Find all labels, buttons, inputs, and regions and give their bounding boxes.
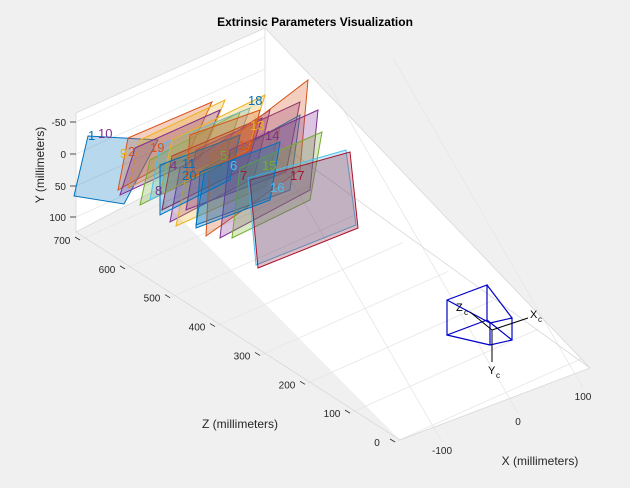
z-tick-label: 400 — [189, 323, 206, 334]
plane-label-12: 12 — [238, 138, 252, 153]
plane-label-19: 19 — [150, 140, 164, 155]
axis-ticks: 0 100 200 300 400 500 600 700 -100 0 100 -50 0 50 100 — [49, 118, 591, 457]
z-tick-mark — [389, 438, 396, 443]
z-tick-mark — [209, 323, 216, 327]
z-tick-label: 600 — [99, 265, 116, 276]
plane-20 — [195, 141, 281, 229]
camera-axis-subscript: c — [538, 315, 542, 324]
z-tick-label: 100 — [324, 409, 341, 420]
plane-14 — [219, 109, 319, 239]
plane-label-6: 6 — [230, 158, 237, 173]
x-gridline — [327, 82, 519, 414]
plane-19 — [185, 109, 261, 181]
plane-label-14: 14 — [265, 128, 279, 143]
z-tick-label: 200 — [279, 380, 296, 391]
z-gridline — [349, 328, 539, 414]
z-tick-mark — [344, 409, 351, 414]
plane-4 — [119, 109, 221, 196]
x-tick-label: 100 — [575, 392, 592, 403]
plane-label-15: 15 — [262, 158, 276, 173]
x-gridline — [251, 111, 443, 443]
z-gridline — [259, 271, 449, 356]
x-axis-label: X (millimeters) — [502, 454, 579, 468]
plane-17 — [249, 151, 359, 269]
z-gridline — [169, 213, 359, 299]
y-gridline — [75, 131, 266, 218]
gridlines — [75, 36, 584, 443]
plane-label-5: 5 — [220, 148, 227, 163]
camera-z-axis — [469, 311, 493, 331]
z-gridline — [214, 242, 404, 327]
plane-16 — [247, 149, 357, 266]
box-edges — [75, 27, 591, 441]
plane-label-2: 2 — [128, 144, 135, 159]
box-outline — [75, 27, 591, 441]
y-gridline — [75, 36, 266, 123]
y-axis-label: Y (millimeters) — [33, 127, 47, 203]
camera-edge — [486, 319, 513, 341]
y-tick-label: 0 — [60, 150, 66, 161]
x-tick-label: -100 — [432, 446, 452, 457]
plane-label-4: 4 — [170, 158, 177, 173]
z-tick-mark — [254, 352, 261, 356]
plot-back-wall-left — [76, 28, 265, 232]
y-tick-label: 50 — [55, 182, 67, 193]
plane-label-1: 1 — [88, 128, 95, 143]
camera-x-axis — [491, 317, 529, 331]
camera-edge — [446, 334, 491, 346]
z-tick-label: 500 — [144, 294, 161, 305]
z-tick-label: 0 — [374, 438, 380, 449]
z-tick-mark — [74, 236, 81, 241]
plane-label-7: 7 — [240, 168, 247, 183]
plane-label-3: 3 — [120, 146, 127, 161]
x-gridline — [392, 57, 584, 389]
plane-3 — [127, 99, 226, 189]
camera-axis-label-y: Y — [488, 365, 496, 377]
plane-label-16: 16 — [270, 180, 284, 195]
plane-label-11: 11 — [182, 156, 196, 171]
z-tick-mark — [164, 294, 171, 299]
camera-axis-label-z: Z — [456, 302, 463, 314]
plane-label-18: 18 — [248, 93, 262, 108]
plane-label-10: 10 — [98, 126, 112, 141]
plane-label-8: 8 — [155, 183, 162, 198]
plane-15 — [231, 131, 323, 239]
plane-12 — [205, 78, 309, 237]
y-gridline — [75, 68, 266, 155]
z-axis-label: Z (millimeters) — [202, 417, 278, 431]
chart-title: Extrinsic Parameters Visualization — [217, 15, 413, 29]
camera-axis-subscript: c — [496, 371, 500, 380]
plane-label-13: 13 — [250, 118, 264, 133]
calibration-planes — [73, 78, 359, 269]
x-tick-label: 0 — [515, 417, 521, 428]
plane-label-20: 20 — [182, 168, 196, 183]
plane-label-17: 17 — [290, 168, 304, 183]
z-tick-label: 300 — [234, 351, 251, 362]
z-tick-mark — [119, 265, 126, 270]
camera-axis-label-x: X — [530, 309, 538, 321]
camera-edge — [446, 299, 491, 324]
box-floor-edge-left — [75, 132, 266, 233]
z-gridline — [304, 299, 494, 385]
y-tick-label: -50 — [52, 118, 67, 129]
z-tick-mark — [299, 380, 306, 385]
y-tick-label: 100 — [49, 213, 66, 224]
camera-axis-subscript: c — [464, 308, 468, 317]
box-floor-edge — [264, 132, 591, 369]
camera-edge — [486, 284, 513, 319]
z-gridline — [394, 357, 584, 443]
z-tick-label: 700 — [54, 236, 71, 247]
plane-label-9: 9 — [120, 146, 127, 161]
